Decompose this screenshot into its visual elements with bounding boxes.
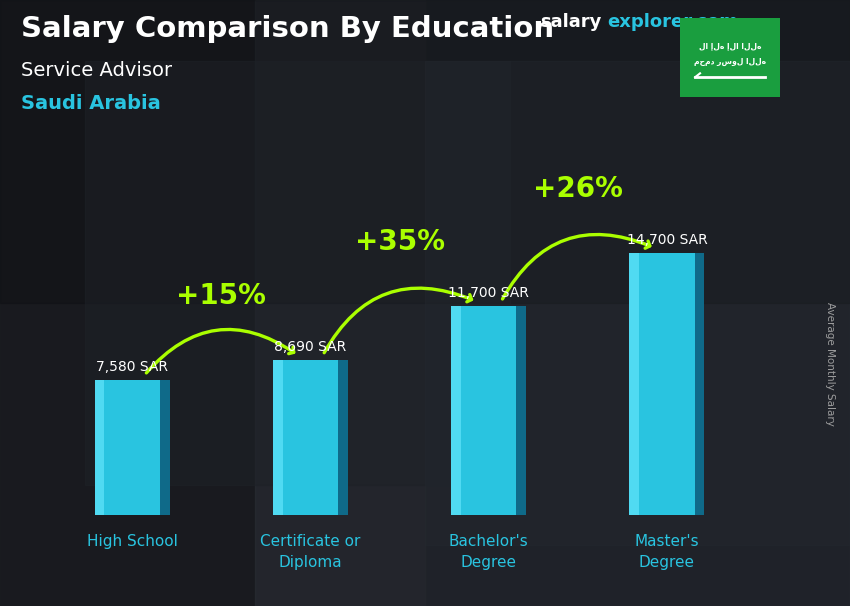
Text: explorer.com: explorer.com	[607, 13, 738, 32]
Bar	[630, 253, 705, 515]
Bar	[451, 306, 461, 515]
Text: Average Monthly Salary: Average Monthly Salary	[824, 302, 835, 425]
Bar	[516, 306, 526, 515]
Text: salary: salary	[540, 13, 601, 32]
Text: Service Advisor: Service Advisor	[21, 61, 173, 79]
Bar	[94, 380, 169, 515]
Bar	[694, 253, 705, 515]
Bar	[338, 360, 348, 515]
Text: Salary Comparison By Education: Salary Comparison By Education	[21, 15, 554, 43]
Bar	[273, 360, 283, 515]
Bar	[160, 380, 169, 515]
Text: محمد رسول الله: محمد رسول الله	[694, 57, 766, 66]
Text: +26%: +26%	[533, 175, 623, 202]
Text: 8,690 SAR: 8,690 SAR	[275, 340, 347, 354]
Text: +35%: +35%	[354, 228, 445, 256]
Text: +15%: +15%	[176, 282, 266, 310]
Text: 11,700 SAR: 11,700 SAR	[448, 287, 529, 301]
Text: Saudi Arabia: Saudi Arabia	[21, 94, 161, 113]
Bar	[273, 360, 348, 515]
Text: 14,700 SAR: 14,700 SAR	[626, 233, 707, 247]
Bar	[451, 306, 526, 515]
Text: 7,580 SAR: 7,580 SAR	[96, 360, 168, 374]
Text: لا إله إلا الله: لا إله إلا الله	[699, 41, 762, 50]
Bar	[630, 253, 639, 515]
Bar	[94, 380, 105, 515]
